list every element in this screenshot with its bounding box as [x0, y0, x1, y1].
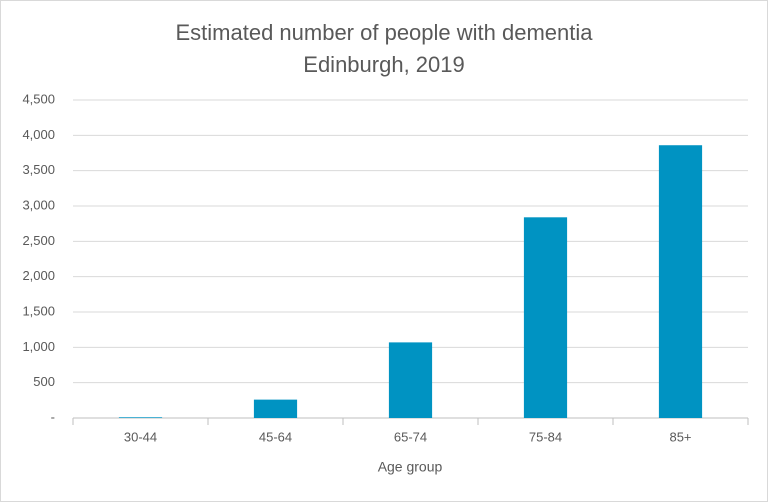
- bar: [388, 342, 433, 418]
- chart-subtitle: Edinburgh, 2019: [303, 52, 464, 77]
- x-tick-label: 65-74: [394, 429, 427, 444]
- y-tick-label: 1,500: [22, 303, 55, 318]
- y-tick-label: 500: [33, 374, 55, 389]
- bar: [658, 145, 703, 418]
- y-tick-label: 1,000: [22, 339, 55, 354]
- chart-title: Estimated number of people with dementia: [175, 20, 593, 45]
- y-tick-label: 2,000: [22, 268, 55, 283]
- y-tick-label: -: [51, 409, 55, 424]
- bar: [523, 217, 568, 418]
- x-tick-label: 45-64: [259, 429, 292, 444]
- y-tick-label: 4,000: [22, 127, 55, 142]
- y-tick-label: 4,500: [22, 91, 55, 106]
- x-tick-label: 85+: [669, 429, 691, 444]
- bar: [253, 399, 298, 418]
- y-tick-label: 2,500: [22, 233, 55, 248]
- bar: [118, 417, 163, 418]
- y-tick-label: 3,500: [22, 162, 55, 177]
- y-tick-label: 3,000: [22, 197, 55, 212]
- x-axis-label: Age group: [378, 459, 443, 475]
- x-tick-label: 75-84: [529, 429, 562, 444]
- x-tick-label: 30-44: [124, 429, 157, 444]
